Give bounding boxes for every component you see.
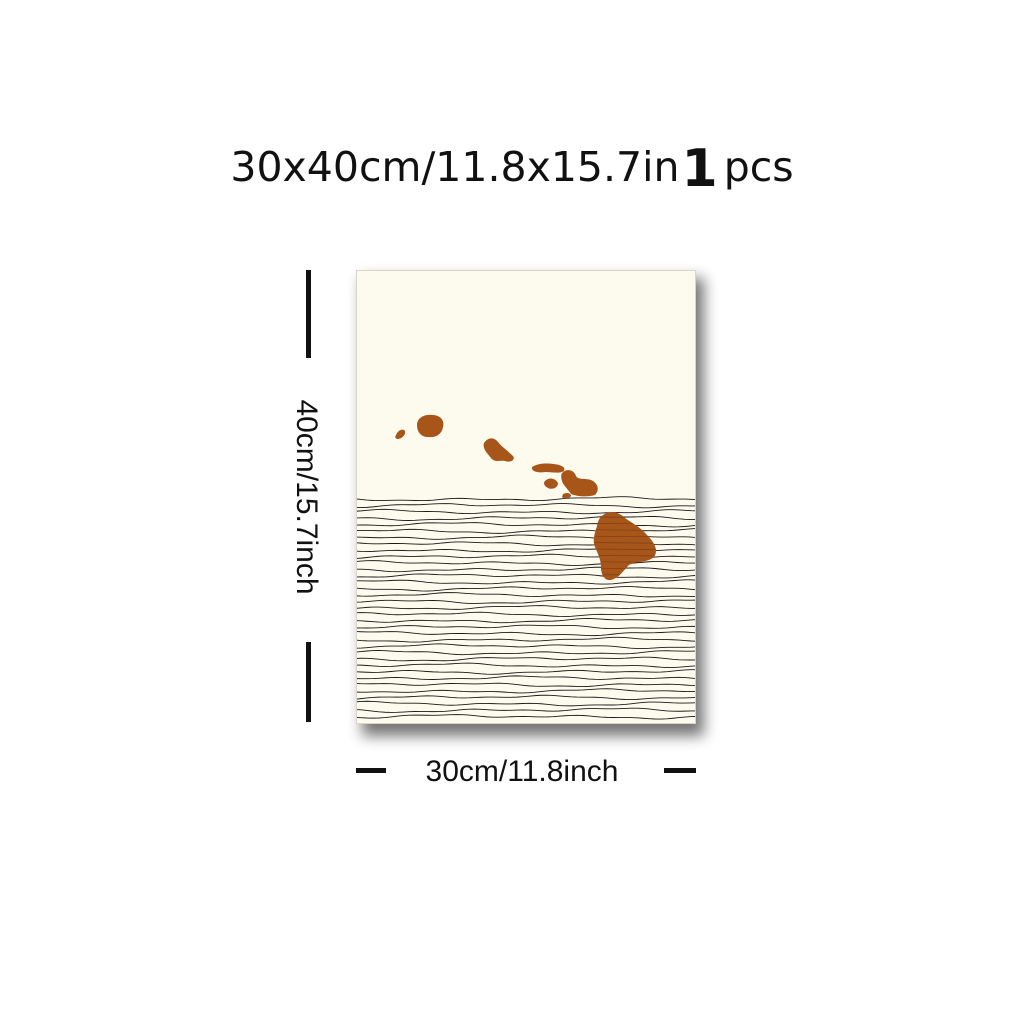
island-niihau bbox=[395, 429, 406, 439]
ocean-line bbox=[357, 688, 695, 694]
ocean-line bbox=[357, 656, 695, 662]
ocean-line bbox=[357, 573, 695, 579]
ocean-line bbox=[357, 636, 695, 643]
ocean-line bbox=[357, 675, 695, 680]
ocean-line bbox=[357, 611, 695, 618]
width-dimension-label: 30cm/11.8inch bbox=[425, 755, 619, 788]
ocean-line bbox=[357, 592, 695, 598]
ocean-line bbox=[357, 528, 695, 534]
island-molokai bbox=[531, 463, 565, 473]
island-texture-line bbox=[594, 548, 657, 550]
ocean-line bbox=[357, 694, 695, 701]
ocean-line bbox=[357, 586, 695, 592]
ocean-line bbox=[357, 605, 695, 610]
ocean-line bbox=[357, 560, 695, 566]
island-maui bbox=[561, 470, 598, 497]
island-texture-line bbox=[594, 542, 657, 544]
ocean-line bbox=[357, 503, 695, 509]
ocean-line bbox=[357, 599, 695, 604]
island-texture-line bbox=[594, 555, 657, 557]
ocean-line bbox=[357, 508, 695, 515]
ocean-line bbox=[357, 669, 695, 675]
size-quantity-headline: 30x40cm/11.8x15.7in1 pcs bbox=[0, 136, 1024, 197]
width-dimension-bar-right bbox=[664, 768, 696, 773]
poster-print bbox=[356, 270, 696, 724]
ocean-line bbox=[357, 707, 695, 713]
ocean-line-pattern bbox=[357, 496, 695, 720]
ocean-line bbox=[357, 714, 695, 720]
ocean-line bbox=[357, 631, 695, 637]
ocean-line bbox=[357, 700, 695, 707]
height-dimension-label: 40cm/15.7inch bbox=[290, 399, 323, 595]
ocean-line bbox=[357, 566, 695, 573]
hawaiian-islands-map bbox=[395, 414, 657, 581]
poster-artwork bbox=[357, 414, 695, 720]
ocean-line bbox=[357, 624, 695, 630]
island-oahu bbox=[483, 438, 514, 462]
island-lanai bbox=[544, 478, 558, 489]
height-dimension-bar-top bbox=[306, 270, 311, 358]
ocean-line bbox=[357, 522, 695, 528]
size-text: 30x40cm/11.8x15.7in bbox=[230, 143, 680, 191]
quantity-unit: pcs bbox=[723, 143, 794, 191]
ocean-line bbox=[357, 662, 695, 668]
ocean-line bbox=[357, 650, 695, 656]
island-kahoolawe bbox=[562, 492, 571, 499]
ocean-line bbox=[357, 496, 695, 502]
height-dimension-bar-bottom bbox=[306, 642, 311, 722]
width-dimension-bar-left bbox=[356, 768, 386, 773]
quantity-number: 1 bbox=[681, 139, 718, 199]
ocean-line bbox=[357, 516, 695, 521]
ocean-line bbox=[357, 618, 695, 624]
ocean-line bbox=[357, 682, 695, 687]
ocean-line bbox=[357, 579, 695, 585]
island-hawaii bbox=[593, 512, 657, 581]
ocean-line bbox=[357, 643, 695, 650]
island-kauai bbox=[417, 414, 444, 438]
island-texture-line bbox=[594, 535, 657, 538]
